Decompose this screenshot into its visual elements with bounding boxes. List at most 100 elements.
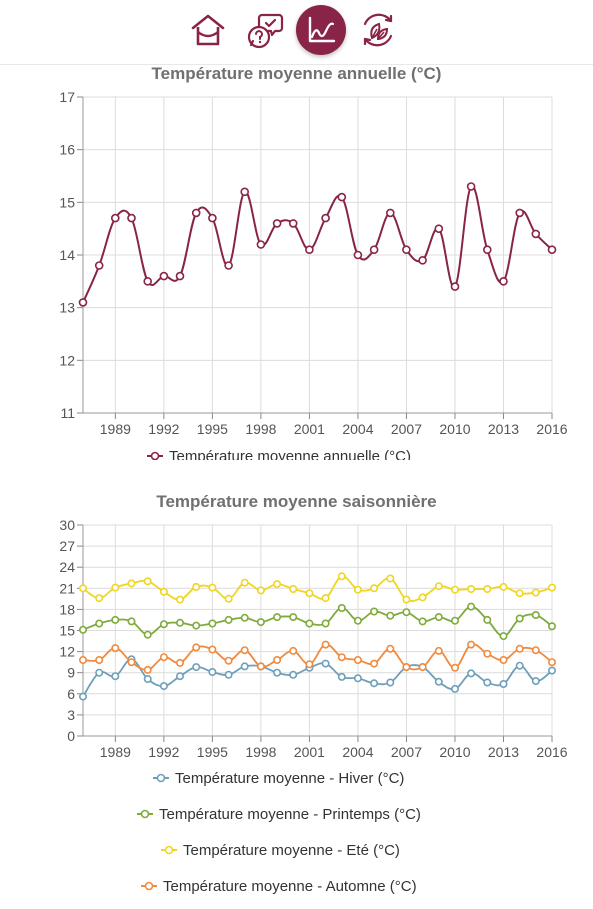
x-tick-label: 1995 bbox=[197, 744, 228, 760]
series-3 bbox=[79, 572, 556, 604]
data-point bbox=[176, 658, 185, 667]
data-point bbox=[547, 658, 556, 667]
legend-marker bbox=[144, 881, 154, 891]
y-tick-label: 30 bbox=[59, 517, 75, 533]
data-point bbox=[256, 618, 265, 627]
data-point bbox=[450, 616, 459, 625]
data-point bbox=[515, 208, 525, 218]
x-tick-label: 1989 bbox=[100, 421, 131, 437]
data-point bbox=[176, 672, 185, 681]
y-tick-label: 24 bbox=[59, 559, 75, 575]
data-point bbox=[321, 594, 330, 603]
chart-icon bbox=[308, 16, 336, 43]
data-point bbox=[402, 595, 411, 604]
x-tick-label: 1989 bbox=[100, 744, 131, 760]
data-point bbox=[305, 619, 314, 628]
data-point bbox=[434, 613, 443, 622]
legend-label: Température moyenne annuelle (°C) bbox=[169, 448, 411, 460]
x-tick-label: 2013 bbox=[488, 744, 519, 760]
data-point bbox=[79, 656, 88, 665]
x-tick-label: 2007 bbox=[391, 744, 422, 760]
legend-item-4[interactable]: Température moyenne - Automne (°C) bbox=[141, 878, 417, 895]
series-1 bbox=[79, 655, 556, 701]
data-point bbox=[418, 617, 427, 626]
y-tick-label: 17 bbox=[59, 89, 75, 105]
data-point bbox=[353, 585, 362, 594]
legend-label: Température moyenne - Hiver (°C) bbox=[175, 770, 404, 787]
data-point bbox=[289, 646, 298, 655]
data-point bbox=[159, 587, 168, 596]
data-point bbox=[159, 682, 168, 691]
data-point bbox=[175, 271, 185, 281]
data-point bbox=[386, 644, 395, 653]
data-point bbox=[208, 619, 217, 628]
x-tick-label: 2001 bbox=[294, 744, 325, 760]
x-tick-label: 2010 bbox=[439, 421, 470, 437]
data-point bbox=[256, 662, 265, 671]
data-point bbox=[273, 668, 282, 677]
annual-chart-title: Température moyenne annuelle (°C) bbox=[151, 64, 442, 83]
data-point bbox=[483, 615, 492, 624]
data-point bbox=[240, 578, 249, 587]
data-point bbox=[95, 656, 104, 665]
data-point bbox=[531, 677, 540, 686]
data-point bbox=[450, 282, 460, 291]
data-point bbox=[467, 640, 476, 649]
data-point bbox=[191, 208, 201, 218]
data-point bbox=[434, 582, 443, 591]
nav-chart-button[interactable] bbox=[296, 5, 346, 55]
data-point bbox=[434, 646, 443, 655]
data-point bbox=[192, 582, 201, 591]
nav-home-button[interactable] bbox=[183, 5, 233, 55]
data-point bbox=[515, 644, 524, 653]
legend-marker bbox=[150, 451, 160, 460]
data-point bbox=[369, 245, 379, 254]
data-point bbox=[370, 659, 379, 668]
data-point bbox=[289, 670, 298, 679]
legend-label: Température moyenne - Automne (°C) bbox=[163, 878, 417, 895]
data-point bbox=[289, 585, 298, 594]
legend-item-2[interactable]: Température moyenne - Printemps (°C) bbox=[137, 806, 421, 823]
y-tick-label: 0 bbox=[67, 728, 75, 744]
data-point bbox=[240, 646, 249, 655]
data-point bbox=[240, 662, 249, 671]
data-point bbox=[256, 240, 266, 249]
series-line bbox=[82, 658, 553, 698]
legend-item-1[interactable]: Température moyenne annuelle (°C) bbox=[147, 448, 411, 460]
data-point bbox=[192, 643, 201, 652]
x-tick-label: 1998 bbox=[245, 421, 276, 437]
data-point bbox=[353, 616, 362, 625]
data-point bbox=[95, 668, 104, 677]
y-tick-label: 9 bbox=[67, 665, 75, 681]
legend-item-3[interactable]: Température moyenne - Eté (°C) bbox=[161, 842, 400, 859]
nav-questions-button[interactable] bbox=[240, 5, 290, 55]
data-point bbox=[402, 663, 411, 672]
data-point bbox=[192, 621, 201, 630]
legend-marker bbox=[164, 845, 174, 855]
nav-leaves-button[interactable] bbox=[353, 5, 403, 55]
data-point bbox=[385, 208, 395, 218]
data-point bbox=[450, 585, 459, 594]
data-point bbox=[224, 261, 233, 270]
data-point bbox=[531, 611, 540, 620]
data-point bbox=[256, 586, 265, 595]
data-point bbox=[305, 245, 314, 254]
data-point bbox=[499, 680, 508, 689]
data-point bbox=[95, 594, 104, 603]
data-point bbox=[467, 585, 476, 594]
legend-item-1[interactable]: Température moyenne - Hiver (°C) bbox=[153, 770, 404, 787]
data-point bbox=[127, 579, 136, 588]
data-point bbox=[547, 622, 556, 631]
data-point bbox=[127, 658, 136, 667]
data-point bbox=[224, 656, 233, 665]
data-point bbox=[402, 245, 411, 254]
annual-temperature-chart: 11 12 13 14 15 16 17 1989 1992 1995 1998 2001 2004 20… bbox=[59, 89, 568, 460]
y-tick-label: 21 bbox=[59, 580, 75, 596]
x-tick-label: 2016 bbox=[536, 421, 567, 437]
x-tick-label: 2010 bbox=[439, 744, 470, 760]
series-line bbox=[82, 185, 553, 303]
data-point bbox=[418, 256, 427, 265]
y-tick-label: 15 bbox=[59, 194, 75, 210]
data-point bbox=[370, 679, 379, 688]
data-point bbox=[337, 604, 346, 613]
